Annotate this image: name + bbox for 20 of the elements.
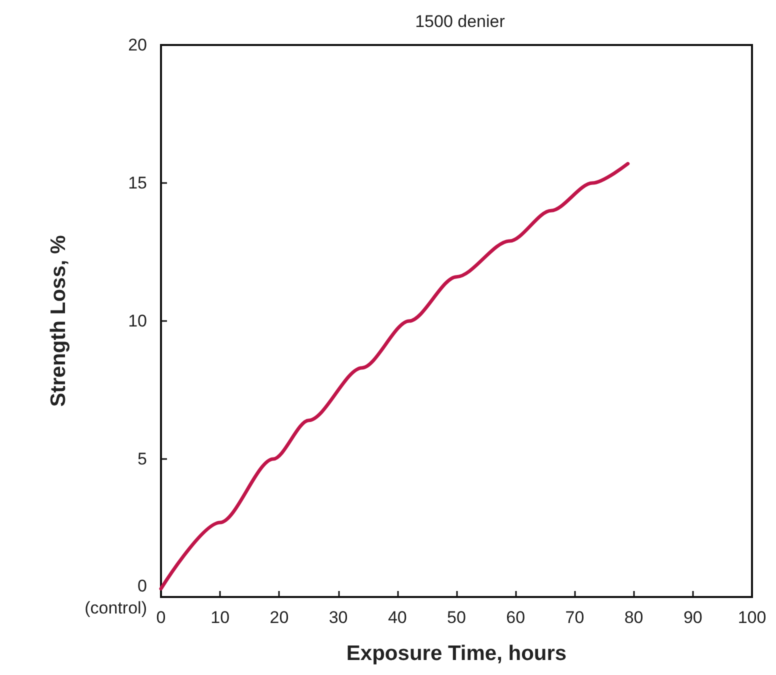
x-tick-label: 80 — [624, 608, 644, 627]
line-series — [159, 162, 630, 590]
y-tick-label: 10 — [128, 312, 147, 330]
x-tick-label: 40 — [388, 608, 407, 627]
x-tick-label: 0 — [156, 608, 166, 627]
y-axis-title: Strength Loss, % — [47, 234, 70, 407]
y-tick-label: 20 — [128, 36, 147, 54]
y-tick-label: 5 — [138, 450, 147, 468]
x-tick-label: 10 — [210, 608, 230, 627]
y-tick-label: 15 — [128, 174, 147, 192]
y-tick-label: 0 (control) — [84, 576, 147, 618]
x-axis-title: Exposure Time, hours — [346, 642, 567, 665]
x-tick-label: 30 — [328, 608, 348, 627]
x-tick-label: 90 — [683, 608, 702, 627]
x-tick-label: 70 — [565, 608, 584, 627]
chart-title: 1500 denier — [415, 12, 506, 31]
x-tick-label: 20 — [270, 608, 289, 627]
x-tick-label: 100 — [738, 608, 766, 627]
x-tick-label: 60 — [506, 608, 526, 627]
x-tick-label: 50 — [447, 608, 466, 627]
